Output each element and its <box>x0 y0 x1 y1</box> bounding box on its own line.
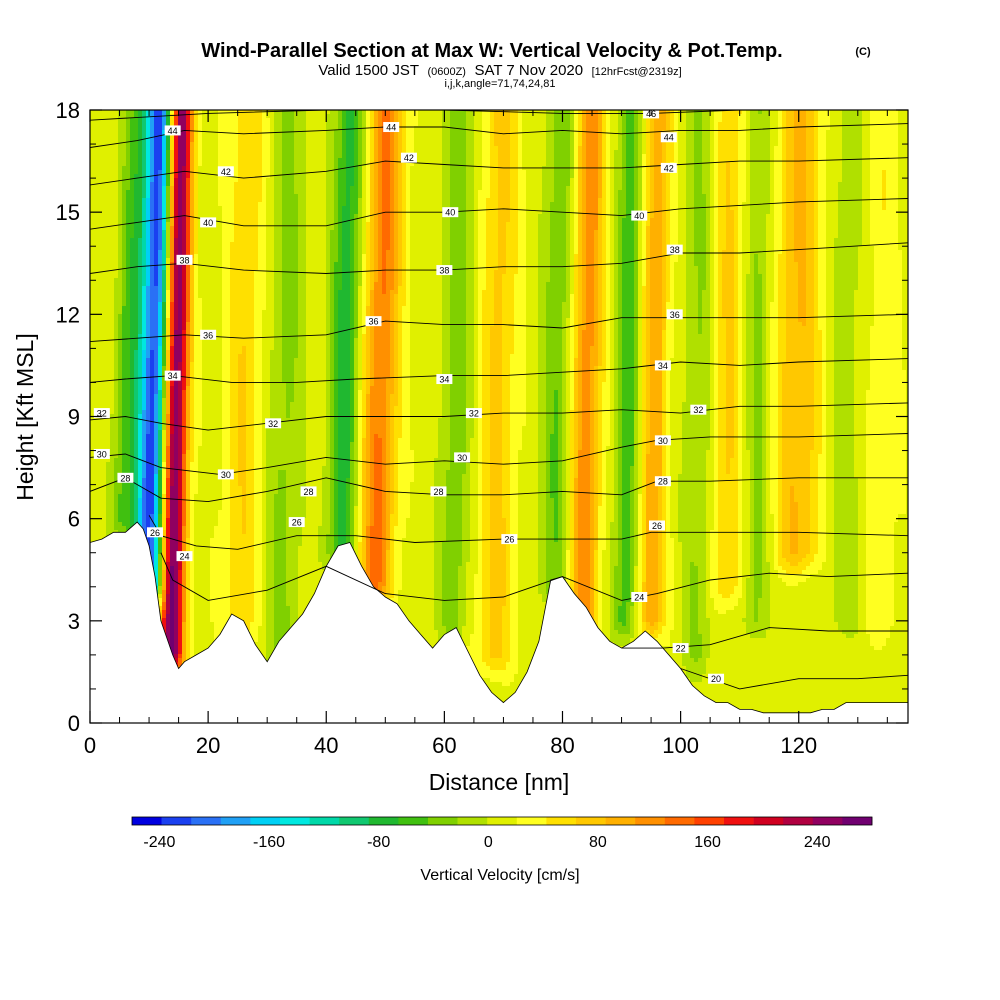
chart-title: Wind-Parallel Section at Max W: Vertical… <box>201 40 782 62</box>
valid-date: SAT 7 Nov 2020 <box>474 62 583 79</box>
contour-label: 30 <box>457 453 467 463</box>
contour-label: 24 <box>634 592 644 602</box>
y-tick-label: 6 <box>68 507 80 532</box>
forecast-info: [12hrFcst@2319z] <box>592 66 682 78</box>
colorbar-swatch <box>162 817 192 825</box>
y-tick-label: 12 <box>56 302 80 327</box>
colorbar-swatch <box>842 817 872 825</box>
colorbar-swatch <box>487 817 517 825</box>
colorbar-swatch <box>665 817 695 825</box>
colorbar-swatch <box>724 817 754 825</box>
contour-label: 34 <box>168 371 178 381</box>
y-tick-label: 18 <box>56 98 80 123</box>
y-tick-label: 3 <box>68 609 80 634</box>
contour-label: 28 <box>304 487 314 497</box>
contour-label: 26 <box>292 518 302 528</box>
contour-label: 26 <box>504 535 514 545</box>
x-tick-label: 20 <box>196 733 220 758</box>
colorbar-swatch <box>813 817 843 825</box>
colorbar-tick-label: 80 <box>589 834 607 851</box>
colorbar: -240 -160 -80 0 80 160 240 <box>132 817 872 851</box>
colorbar-tick-label: 160 <box>694 834 721 851</box>
colorbar-label: Vertical Velocity [cm/s] <box>420 867 579 884</box>
contour-label: 26 <box>150 528 160 538</box>
y-tick-label: 9 <box>68 405 80 430</box>
colorbar-swatch <box>635 817 665 825</box>
colorbar-swatch <box>250 817 280 825</box>
colorbar-tick-label: -160 <box>253 834 285 851</box>
contour-label: 28 <box>433 487 443 497</box>
colorbar-swatch <box>754 817 784 825</box>
contour-label: 28 <box>120 473 130 483</box>
colorbar-swatch <box>517 817 547 825</box>
x-tick-label: 0 <box>84 733 96 758</box>
copyright-mark: (C) <box>855 46 871 58</box>
colorbar-swatch <box>310 817 340 825</box>
contour-label: 36 <box>203 330 213 340</box>
colorbar-swatch <box>458 817 488 825</box>
contour-label: 42 <box>404 153 414 163</box>
x-tick-label: 100 <box>662 733 699 758</box>
contour-label: 20 <box>711 674 721 684</box>
y-tick-label: 15 <box>56 200 80 225</box>
colorbar-swatch <box>221 817 251 825</box>
colorbar-swatch <box>191 817 221 825</box>
contour-label: 40 <box>634 211 644 221</box>
colorbar-tick-label: 240 <box>804 834 831 851</box>
contour-label: 32 <box>693 405 703 415</box>
x-tick-label: 60 <box>432 733 456 758</box>
contour-label: 22 <box>676 644 686 654</box>
colorbar-swatch <box>606 817 636 825</box>
colorbar-swatch <box>132 817 162 825</box>
contour-label: 40 <box>445 208 455 218</box>
colorbar-swatch <box>576 817 606 825</box>
contour-label: 30 <box>221 470 231 480</box>
colorbar-tick-label: -240 <box>143 834 175 851</box>
chart-subtitle: Valid 1500 JST (0600Z) SAT 7 Nov 2020 [1… <box>318 62 681 79</box>
x-tick-label: 40 <box>314 733 338 758</box>
colorbar-swatch <box>280 817 310 825</box>
contour-label: 40 <box>203 218 213 228</box>
contour-label: 32 <box>469 409 479 419</box>
colorbar-swatch <box>339 817 369 825</box>
y-axis-label: Height [Kft MSL] <box>12 333 38 500</box>
colorbar-tick-label: -80 <box>367 834 390 851</box>
contour-label: 28 <box>658 477 668 487</box>
colorbar-swatch <box>369 817 399 825</box>
contour-label: 26 <box>652 521 662 531</box>
colorbar-swatch <box>398 817 428 825</box>
colorbar-swatch <box>694 817 724 825</box>
utc-time: (0600Z) <box>427 66 466 78</box>
cross-section-chart: Wind-Parallel Section at Max W: Vertical… <box>0 0 1000 1000</box>
contour-label: 38 <box>439 266 449 276</box>
colorbar-swatch <box>783 817 813 825</box>
colorbar-swatch <box>546 817 576 825</box>
contour-label: 42 <box>664 163 674 173</box>
contour-label: 32 <box>268 419 278 429</box>
x-tick-label: 80 <box>550 733 574 758</box>
contour-label: 36 <box>368 317 378 327</box>
contour-label: 44 <box>386 123 396 133</box>
x-axis-label: Distance [nm] <box>429 769 570 795</box>
valid-time: Valid 1500 JST <box>318 62 419 79</box>
grid-index-info: i,j,k,angle=71,74,24,81 <box>444 78 555 90</box>
contour-label: 44 <box>664 133 674 143</box>
x-tick-label: 120 <box>780 733 817 758</box>
colorbar-swatch <box>428 817 458 825</box>
contour-label: 42 <box>221 167 231 177</box>
contour-label: 36 <box>670 310 680 320</box>
contour-label: 38 <box>670 245 680 255</box>
contour-label: 34 <box>658 361 668 371</box>
contour-label: 44 <box>168 126 178 136</box>
y-tick-label: 0 <box>68 711 80 736</box>
contour-label: 24 <box>179 552 189 562</box>
contour-label: 30 <box>658 436 668 446</box>
contour-label: 30 <box>97 449 107 459</box>
contour-label: 38 <box>179 255 189 265</box>
contour-label: 34 <box>439 375 449 385</box>
colorbar-tick-label: 0 <box>484 834 493 851</box>
